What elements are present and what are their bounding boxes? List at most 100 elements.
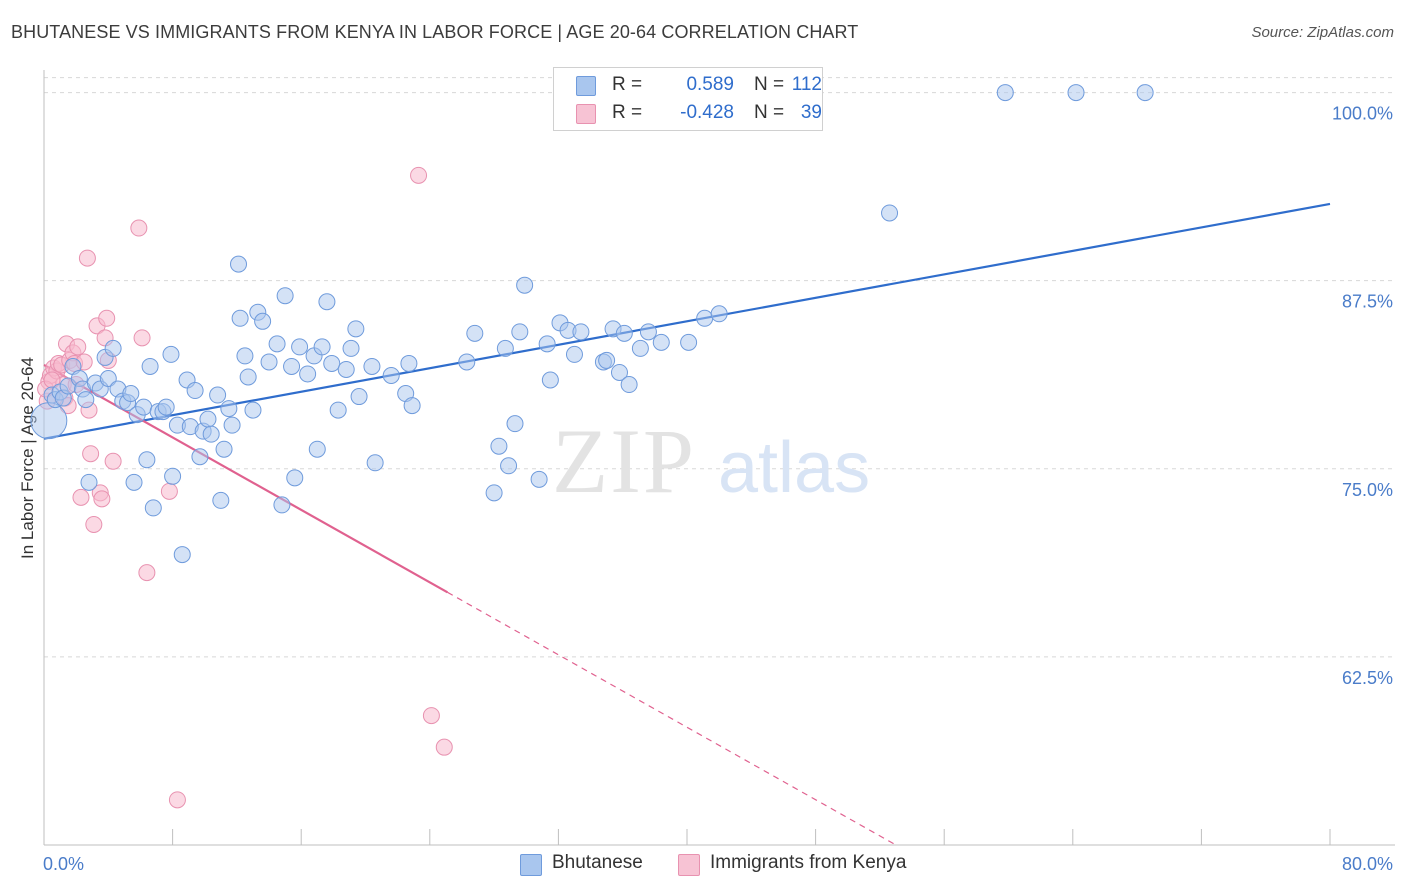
data-point-bhutanese xyxy=(500,457,518,475)
legend-swatch-blue xyxy=(520,854,542,876)
data-point-bhutanese xyxy=(122,385,140,403)
data-point-bhutanese xyxy=(466,324,484,342)
data-point-bhutanese xyxy=(125,473,143,491)
legend-label-kenya: Immigrants from Kenya xyxy=(710,852,907,873)
data-point-bhutanese xyxy=(299,365,317,383)
gridlines xyxy=(44,77,1395,658)
data-point-bhutanese xyxy=(342,339,360,357)
data-point-bhutanese xyxy=(652,333,670,351)
data-point-bhutanese xyxy=(104,339,122,357)
data-point-bhutanese xyxy=(230,255,248,273)
data-point-bhutanese xyxy=(620,376,638,394)
chart-title: BHUTANESE VS IMMIGRANTS FROM KENYA IN LA… xyxy=(11,22,859,42)
data-point-bhutanese xyxy=(680,333,698,351)
data-point-bhutanese xyxy=(496,339,514,357)
legend-n-value: 39 xyxy=(800,102,822,123)
data-point-bhutanese xyxy=(511,323,529,341)
data-point-kenya xyxy=(160,482,178,500)
legend-swatch-pink xyxy=(576,104,596,124)
data-point-bhutanese xyxy=(403,397,421,415)
data-point-bhutanese xyxy=(239,368,257,386)
data-point-bhutanese xyxy=(199,410,217,428)
x-tick-label: 0.0% xyxy=(43,854,84,874)
data-point-bhutanese xyxy=(144,499,162,517)
axes xyxy=(43,70,1395,846)
data-point-bhutanese xyxy=(485,484,503,502)
legend-r-label: R = xyxy=(612,102,643,123)
stats-legend: R = 0.589 N = 112 R = -0.428 N = 39 xyxy=(553,67,823,131)
data-point-kenya xyxy=(422,707,440,725)
data-point-bhutanese xyxy=(538,335,556,353)
data-point-bhutanese xyxy=(323,354,341,372)
data-point-bhutanese xyxy=(506,415,524,433)
source-label: Source: ZipAtlas.com xyxy=(1251,24,1394,41)
x-tick-label: 80.0% xyxy=(1342,854,1393,874)
legend-swatch-blue xyxy=(576,76,596,96)
trend-line-solid xyxy=(43,363,449,594)
data-point-bhutanese xyxy=(696,309,714,327)
series-legend: Bhutanese Immigrants from Kenya xyxy=(0,852,1406,878)
data-point-bhutanese xyxy=(291,338,309,356)
data-point-bhutanese xyxy=(212,491,230,509)
legend-swatch-pink xyxy=(678,854,700,876)
data-point-bhutanese xyxy=(1067,84,1085,102)
data-point-kenya xyxy=(69,338,87,356)
data-point-kenya xyxy=(410,166,428,184)
data-point-bhutanese xyxy=(260,353,278,371)
data-point-bhutanese xyxy=(215,440,233,458)
trend-line-kenya xyxy=(43,363,897,846)
data-point-kenya xyxy=(85,515,103,533)
data-point-bhutanese xyxy=(283,357,301,375)
data-point-bhutanese xyxy=(164,467,182,485)
data-point-bhutanese xyxy=(273,496,291,514)
data-point-bhutanese xyxy=(135,398,153,416)
data-point-bhutanese xyxy=(458,353,476,371)
data-point-kenya xyxy=(133,329,151,347)
data-point-bhutanese xyxy=(138,451,156,469)
data-point-bhutanese xyxy=(631,339,649,357)
data-point-bhutanese xyxy=(400,354,418,372)
data-point-bhutanese xyxy=(276,287,294,305)
legend-n-label: N = xyxy=(754,102,785,123)
data-point-bhutanese xyxy=(313,338,331,356)
data-point-bhutanese xyxy=(30,402,68,440)
trend-line-dashed xyxy=(447,591,897,846)
data-point-kenya xyxy=(435,738,453,756)
data-point-bhutanese xyxy=(191,448,209,466)
y-tick-label: 62.5% xyxy=(1342,668,1393,688)
data-point-bhutanese xyxy=(244,401,262,419)
data-point-kenya xyxy=(82,445,100,463)
data-point-kenya xyxy=(130,219,148,237)
data-point-bhutanese xyxy=(268,335,286,353)
data-point-bhutanese xyxy=(77,391,95,409)
data-point-kenya xyxy=(93,490,111,508)
data-point-bhutanese xyxy=(363,357,381,375)
data-point-bhutanese xyxy=(1136,84,1154,102)
data-point-bhutanese xyxy=(202,425,220,443)
data-point-bhutanese xyxy=(236,347,254,365)
data-point-kenya xyxy=(98,309,116,327)
data-point-bhutanese xyxy=(337,360,355,378)
legend-label-bhutanese: Bhutanese xyxy=(552,852,643,873)
legend-r-value: 0.589 xyxy=(686,74,734,95)
data-point-bhutanese xyxy=(996,84,1014,102)
data-point-bhutanese xyxy=(186,382,204,400)
legend-r-value: -0.428 xyxy=(680,102,734,123)
data-point-bhutanese xyxy=(350,388,368,406)
data-point-bhutanese xyxy=(141,357,159,375)
data-point-bhutanese xyxy=(286,469,304,487)
tick-labels: 62.5% 75.0% 87.5% 100.0% 0.0% 80.0% xyxy=(43,104,1393,874)
data-point-bhutanese xyxy=(162,345,180,363)
data-point-kenya xyxy=(104,452,122,470)
watermark-zip: ZIP xyxy=(552,410,696,512)
data-point-bhutanese xyxy=(615,324,633,342)
y-tick-label: 75.0% xyxy=(1342,480,1393,500)
data-point-bhutanese xyxy=(610,363,628,381)
data-point-bhutanese xyxy=(572,323,590,341)
data-point-kenya xyxy=(78,249,96,267)
data-point-bhutanese xyxy=(639,323,657,341)
data-point-bhutanese xyxy=(710,305,728,323)
data-point-bhutanese xyxy=(516,276,534,294)
data-point-bhutanese xyxy=(99,369,117,387)
